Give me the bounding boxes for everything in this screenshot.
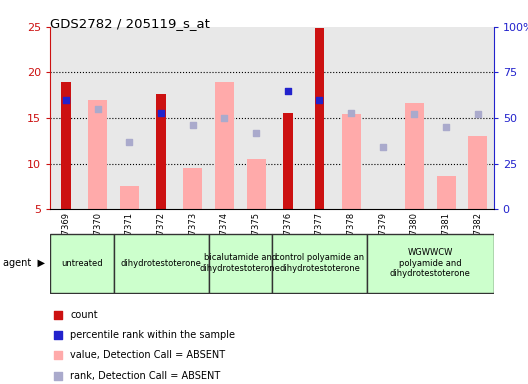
Point [340,262,348,268]
Bar [342,114,361,209]
Text: rank, Detection Call = ABSENT: rank, Detection Call = ABSENT [70,371,220,381]
Bar [468,136,487,209]
Text: dihydrotestoterone: dihydrotestoterone [120,258,202,268]
Bar [283,113,293,209]
Point [340,78,348,84]
Point [188,122,197,128]
Text: percentile rank within the sample: percentile rank within the sample [70,330,235,340]
Bar [315,28,324,209]
Bar [215,82,234,209]
Bar [183,168,202,209]
Bar [247,159,266,209]
Text: WGWWCW
polyamide and
dihydrotestoterone: WGWWCW polyamide and dihydrotestoterone [390,248,471,278]
Text: control polyamide an
dihydrotestoterone: control polyamide an dihydrotestoterone [275,253,364,273]
Bar [367,233,494,293]
Bar [437,175,456,209]
Point [474,111,482,118]
Point [62,97,70,103]
Bar [272,233,367,293]
Bar [120,185,139,209]
Point [315,97,324,103]
Text: count: count [70,310,98,320]
Point [379,144,387,151]
Bar [114,233,209,293]
Point [93,106,102,112]
Bar [405,103,424,209]
Text: GDS2782 / 205119_s_at: GDS2782 / 205119_s_at [50,17,210,30]
Point [347,109,355,116]
Point [284,88,292,94]
Bar [50,233,114,293]
Point [442,124,450,130]
Text: bicalutamide and
dihydrotestoterone: bicalutamide and dihydrotestoterone [200,253,281,273]
Point [157,109,165,116]
Point [410,111,419,118]
Text: untreated: untreated [61,258,102,268]
Bar [88,100,107,209]
Point [252,130,260,136]
Bar [156,94,166,209]
Text: value, Detection Call = ABSENT: value, Detection Call = ABSENT [70,350,225,360]
Bar [61,82,71,209]
Bar [209,233,272,293]
Point [220,115,229,121]
Point [125,139,134,145]
Text: agent  ▶: agent ▶ [3,258,45,268]
